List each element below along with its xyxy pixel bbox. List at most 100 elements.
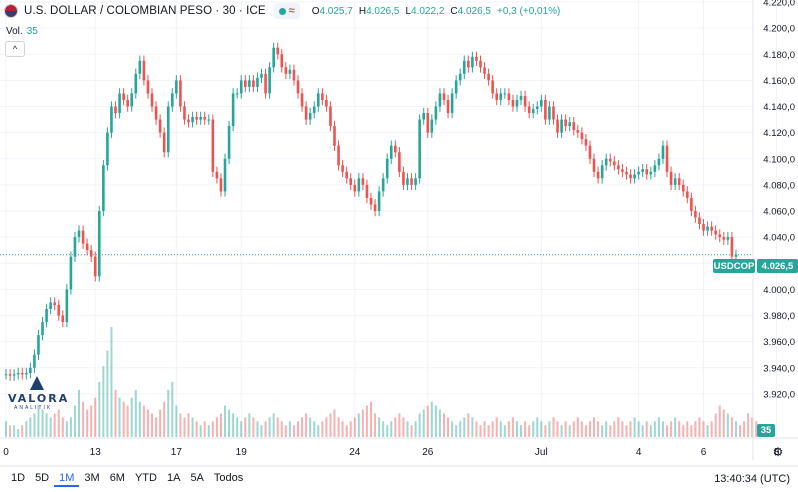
candle-body: [256, 77, 259, 87]
volume-bar: [698, 417, 701, 437]
candle-body: [564, 119, 567, 127]
volume-bar: [560, 425, 563, 437]
volume-bar: [9, 425, 12, 437]
volume-bar: [548, 421, 551, 437]
candle-body: [519, 96, 523, 100]
candle-body: [272, 47, 275, 68]
volume-bar: [163, 401, 166, 437]
candle-body: [93, 256, 97, 277]
candle-body: [535, 106, 539, 110]
volume-bar: [726, 413, 729, 437]
time-tick-label: 26: [422, 447, 434, 458]
candle-body: [608, 158, 612, 162]
candle-body: [207, 119, 211, 121]
volume-bar: [5, 421, 8, 437]
candle-body: [114, 106, 117, 114]
candle-body: [694, 211, 697, 218]
candle-body: [284, 67, 288, 74]
range-5d[interactable]: 5D: [35, 472, 50, 484]
chart-header: U.S. DOLLAR / COLOMBIAN PESO · 30 · ICE …: [0, 0, 560, 22]
candle-body: [604, 158, 608, 166]
volume-bar: [495, 417, 498, 437]
volume-bar: [228, 409, 231, 437]
range-1m[interactable]: 1M: [54, 472, 80, 487]
volume-bar: [325, 417, 328, 437]
volume-bar: [305, 413, 308, 437]
volume-bar: [159, 409, 162, 437]
range-1a[interactable]: 1A: [166, 472, 181, 484]
range-todos[interactable]: Todos: [213, 472, 244, 484]
volume-bar: [678, 421, 681, 437]
volume-bar: [743, 421, 746, 437]
candle-body: [252, 80, 255, 87]
volume-bar: [451, 421, 454, 437]
candle-body: [183, 106, 186, 120]
volume-bar: [491, 421, 494, 437]
candle-body: [438, 93, 442, 107]
candle-body: [369, 197, 373, 205]
range-6m[interactable]: 6M: [109, 472, 125, 484]
symbol-title[interactable]: U.S. DOLLAR / COLOMBIAN PESO · 30 · ICE: [24, 5, 266, 17]
candle-body: [308, 113, 312, 120]
volume-bar: [284, 425, 287, 437]
volume-bar: [430, 401, 433, 437]
volume-bar: [264, 421, 267, 437]
candle-body: [398, 152, 401, 172]
volume-bar: [248, 413, 251, 437]
range-1d[interactable]: 1D: [11, 472, 26, 484]
bottom-toolbar: 1D 5D 1M 3M 6M YTD 1A 5A Todos 13:40:34 (UTC): [0, 467, 798, 492]
status-symbol: ≈: [288, 5, 295, 17]
volume-bar: [280, 421, 283, 437]
candle-body: [211, 119, 215, 172]
volume-bar: [301, 417, 304, 437]
volume-bar: [337, 417, 340, 437]
clock[interactable]: 13:40:34 (UTC): [714, 473, 790, 485]
volume-bar: [90, 405, 93, 437]
candle-body: [507, 93, 511, 100]
volume-bar: [122, 401, 125, 437]
range-3m[interactable]: 3M: [84, 472, 100, 484]
volume-bar: [386, 425, 389, 437]
volume-bar: [503, 425, 506, 437]
price-axis: 4.220,0 4.200,0 4.180,0 4.160,0 4.140,0 4.120…: [752, 0, 795, 460]
volume-bar: [532, 421, 535, 437]
candle-body: [329, 106, 332, 127]
volume-bar: [134, 389, 137, 437]
range-5a[interactable]: 5A: [190, 472, 204, 484]
chart-settings-gear-icon[interactable]: ⚙: [772, 445, 784, 459]
candle-body: [580, 132, 584, 140]
candle-body: [8, 374, 12, 376]
candle-body: [645, 169, 649, 175]
volume-bar: [179, 413, 182, 437]
volume-bar: [507, 421, 510, 437]
volume-bar: [353, 417, 356, 437]
volume-bar: [564, 421, 567, 437]
candle-body: [126, 99, 129, 107]
candle-body: [361, 178, 365, 185]
volume-bar: [219, 413, 222, 437]
candle-body: [162, 132, 166, 153]
volume-bar: [260, 425, 263, 437]
candle-body: [219, 178, 223, 192]
volume-bar: [195, 421, 198, 437]
market-status-badge[interactable]: ≈: [273, 3, 300, 19]
logo-tagline: ANALITIK: [14, 405, 53, 411]
candle-body: [69, 256, 73, 290]
candle-body: [12, 374, 16, 376]
price-tick-label: 4.040,0: [763, 233, 795, 244]
candle-body: [97, 211, 101, 277]
candle-body: [633, 174, 636, 179]
range-ytd[interactable]: YTD: [134, 472, 157, 484]
candle-body: [158, 119, 162, 133]
volume-bar: [463, 417, 466, 437]
chart-grid: [0, 0, 778, 437]
candle-body: [483, 67, 486, 74]
volume-bar: [593, 417, 596, 437]
volume-bar: [653, 421, 656, 437]
candle-body: [333, 126, 336, 146]
collapse-legend-button[interactable]: ^: [5, 41, 25, 57]
candle-body: [617, 165, 620, 170]
volume-bar: [666, 425, 669, 437]
volume-bar: [418, 413, 421, 437]
